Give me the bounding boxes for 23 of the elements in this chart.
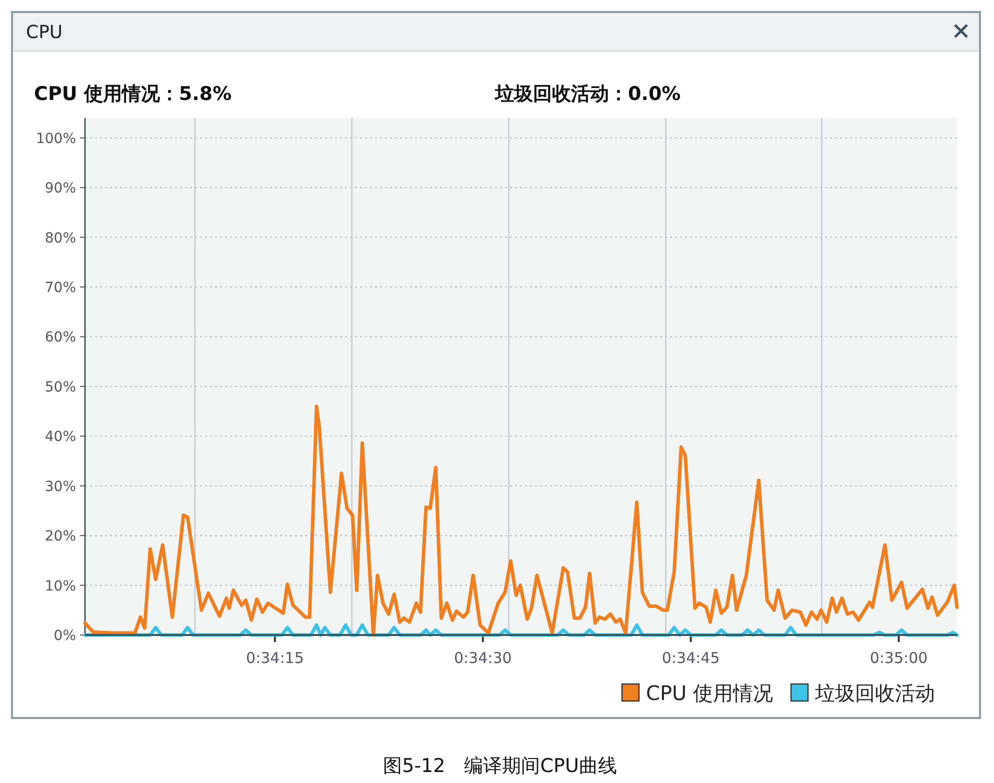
y-tick-label: 70% [44, 280, 76, 296]
x-tick-label: 0:34:15 [246, 649, 304, 667]
y-tick-label: 0% [54, 628, 76, 644]
legend-label: CPU 使用情况 [646, 681, 774, 705]
text: 垃圾回收活动：0.0% [494, 83, 681, 105]
line-series [83, 623, 959, 637]
y-tick-label: 30% [44, 478, 76, 495]
legend-label: 垃圾回收活动 [814, 681, 936, 705]
y-tick-label: 50% [44, 379, 76, 396]
y-tick-label: 20% [44, 528, 76, 545]
y-tick-label: 90% [44, 180, 76, 197]
x-tick-label: 0:35:00 [870, 649, 928, 667]
x-tick-label: 0:34:45 [662, 649, 720, 667]
line-series [83, 404, 959, 637]
y-tick-label: 10% [44, 578, 76, 594]
y-tick-label: 60% [44, 330, 76, 346]
y-tick-label: 100% [36, 130, 76, 147]
text: CPU 使用情况：5.8% [34, 83, 232, 105]
y-tick-label: 40% [44, 429, 76, 446]
y-tick-label: 80% [44, 230, 76, 246]
chart-title: CPU [26, 22, 63, 43]
caption: 图5-12 编译期间CPU曲线 [383, 755, 617, 777]
x-tick-label: 0:34:30 [454, 649, 512, 667]
